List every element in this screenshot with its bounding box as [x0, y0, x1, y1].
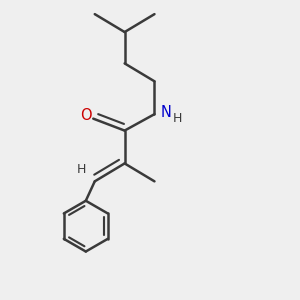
Text: N: N — [160, 105, 171, 120]
Text: H: H — [76, 163, 86, 176]
Text: O: O — [80, 108, 92, 123]
Text: H: H — [172, 112, 182, 125]
